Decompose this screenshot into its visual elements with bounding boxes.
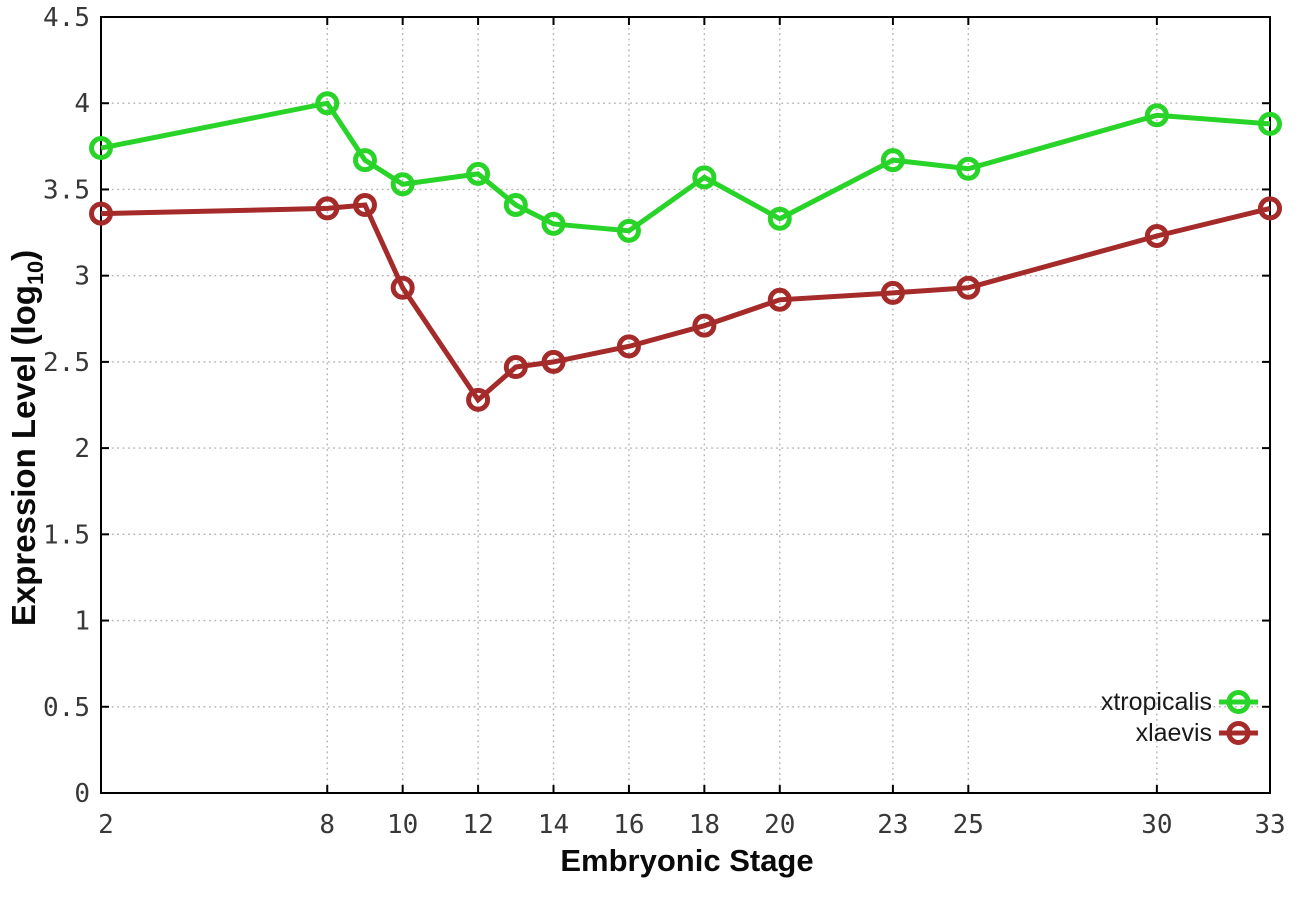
data-point-xlaevis xyxy=(880,280,905,305)
x-tick-label: 30 xyxy=(1141,810,1172,840)
x-tick-label: 25 xyxy=(953,810,984,840)
legend-sample-marker-xtropicalis xyxy=(1226,690,1251,714)
data-point-xlaevis xyxy=(1258,196,1282,221)
y-tick-label: 4.5 xyxy=(43,3,90,33)
x-tick-label: 10 xyxy=(387,810,418,840)
y-axis-title-suffix: ) xyxy=(5,249,43,261)
legend-sample-marker-xlaevis xyxy=(1226,721,1251,745)
data-point-xlaevis xyxy=(89,201,113,226)
y-tick-label: 3.5 xyxy=(43,175,90,205)
data-point-xtropicalis xyxy=(956,156,981,181)
data-point-xlaevis xyxy=(692,313,717,338)
data-point-xtropicalis xyxy=(1144,103,1169,128)
x-tick-label: 20 xyxy=(764,810,795,840)
y-axis-title: Expression Level (log10) xyxy=(5,250,49,626)
x-tick-label: 16 xyxy=(613,810,644,840)
data-point-xlaevis xyxy=(390,275,415,300)
data-point-xlaevis xyxy=(1144,224,1169,249)
data-point-xtropicalis xyxy=(616,218,641,243)
y-tick-label: 0.5 xyxy=(43,693,90,723)
data-point-xlaevis xyxy=(315,196,340,221)
x-tick-label: 23 xyxy=(877,810,908,840)
x-tick-label: 8 xyxy=(319,810,335,840)
data-point-xlaevis xyxy=(503,355,528,380)
data-point-xlaevis xyxy=(767,287,792,312)
data-point-xtropicalis xyxy=(315,91,340,116)
data-point-xtropicalis xyxy=(541,211,566,236)
data-point-xtropicalis xyxy=(352,148,377,173)
data-point-xtropicalis xyxy=(767,206,792,231)
plot-border xyxy=(100,16,1271,794)
data-point-xtropicalis xyxy=(390,172,415,197)
data-point-xtropicalis xyxy=(692,165,717,190)
legend-label-xlaevis: xlaevis xyxy=(1136,719,1212,747)
data-point-xlaevis xyxy=(541,349,566,374)
y-tick-label: 1.5 xyxy=(43,520,90,550)
data-point-xlaevis xyxy=(352,192,377,217)
y-tick-label: 2.5 xyxy=(43,348,90,378)
y-tick-label: 0 xyxy=(74,779,90,809)
legend-label-xtropicalis: xtropicalis xyxy=(1101,688,1212,716)
x-tick-label: 33 xyxy=(1254,810,1285,840)
data-point-xtropicalis xyxy=(1258,111,1282,136)
x-axis-title: Embryonic Stage xyxy=(560,843,814,878)
x-tick-label: 12 xyxy=(462,810,493,840)
data-point-xtropicalis xyxy=(466,161,491,186)
data-point-xlaevis xyxy=(956,275,981,300)
x-tick-label: 14 xyxy=(538,810,569,840)
x-tick-label: 2 xyxy=(98,810,114,840)
data-point-xlaevis xyxy=(616,334,641,359)
y-axis-title-text: Expression Level (log xyxy=(5,285,43,627)
data-point-xlaevis xyxy=(466,387,491,412)
y-axis-title-subscript: 10 xyxy=(22,260,48,286)
y-tick-label: 2 xyxy=(74,434,90,464)
series-line-xlaevis xyxy=(100,202,1271,404)
y-tick-label: 3 xyxy=(74,262,90,292)
y-tick-label: 4 xyxy=(74,89,90,119)
y-tick-label: 1 xyxy=(74,607,90,637)
data-point-xtropicalis xyxy=(880,148,905,173)
data-point-xtropicalis xyxy=(89,136,113,161)
x-tick-label: 18 xyxy=(689,810,720,840)
data-point-xtropicalis xyxy=(503,192,528,217)
